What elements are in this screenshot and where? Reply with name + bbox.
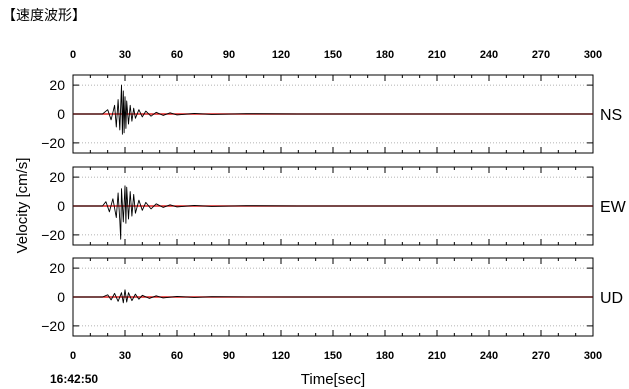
- x-tick-label-top: 180: [376, 49, 394, 61]
- y-tick-label: 20: [49, 77, 65, 93]
- x-tick-label-bottom: 90: [223, 350, 235, 362]
- x-tick-label-bottom: 180: [376, 350, 394, 362]
- y-tick-label: 0: [57, 198, 65, 214]
- x-tick-label-top: 150: [324, 49, 342, 61]
- x-tick-label-top: 0: [70, 49, 76, 61]
- y-tick-label: −20: [41, 318, 65, 334]
- y-tick-label: 0: [57, 289, 65, 305]
- y-tick-label: −20: [41, 135, 65, 151]
- x-tick-label-bottom: 300: [584, 350, 602, 362]
- x-axis-label: Time[sec]: [301, 371, 365, 388]
- x-tick-label-bottom: 0: [70, 350, 76, 362]
- y-tick-label: 0: [57, 106, 65, 122]
- x-tick-label-top: 270: [532, 49, 550, 61]
- x-tick-label-top: 90: [223, 49, 235, 61]
- panel-ns: 20 0 −20 NS: [41, 74, 622, 154]
- x-tick-label-bottom: 270: [532, 350, 550, 362]
- x-tick-label-bottom: 210: [428, 350, 446, 362]
- y-tick-label: 20: [49, 260, 65, 276]
- x-tick-label-top: 120: [272, 49, 290, 61]
- x-tick-label-top: 210: [428, 49, 446, 61]
- x-tick-label-bottom: 60: [171, 350, 183, 362]
- x-tick-label-top: 240: [480, 49, 498, 61]
- x-tick-label-bottom: 240: [480, 350, 498, 362]
- start-time-label: 16:42:50: [50, 372, 98, 386]
- page-heading: 【速度波形】: [2, 8, 86, 24]
- x-tick-label-bottom: 30: [119, 350, 131, 362]
- component-label-ew: EW: [600, 199, 627, 216]
- component-label-ns: NS: [600, 107, 622, 124]
- waveform-trace-ns: [73, 84, 593, 135]
- component-label-ud: UD: [600, 290, 623, 307]
- panel-ud: 20 0 −20 UD: [41, 257, 623, 337]
- x-tick-label-top: 30: [119, 49, 131, 61]
- x-tick-label-top: 300: [584, 49, 602, 61]
- waveform-trace-ud: [73, 289, 593, 304]
- x-tick-label-bottom: 120: [272, 350, 290, 362]
- x-tick-label-bottom: 150: [324, 350, 342, 362]
- waveform-trace-ew: [73, 185, 593, 240]
- y-tick-label: −20: [41, 227, 65, 243]
- y-tick-label: 20: [49, 169, 65, 185]
- panel-ew: 20 0 −20 EW: [41, 166, 627, 246]
- x-tick-label-top: 60: [171, 49, 183, 61]
- y-axis-label: Velocity [cm/s]: [14, 158, 31, 254]
